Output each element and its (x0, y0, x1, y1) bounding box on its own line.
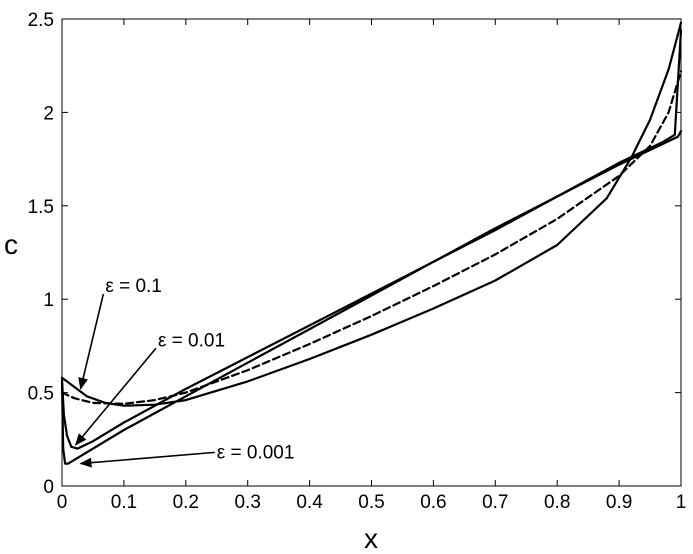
x-tick-label: 0.5 (358, 492, 384, 513)
x-tick-label: 0.4 (296, 492, 323, 513)
x-tick-label: 0 (57, 492, 68, 513)
annotation-label: ε = 0.001 (217, 442, 295, 463)
x-axis-label: x (364, 523, 378, 554)
x-tick-label: 0.6 (420, 492, 446, 513)
annotation-label: ε = 0.01 (158, 330, 225, 351)
x-tick-label: 0.7 (482, 492, 508, 513)
x-tick-label: 0.8 (544, 492, 570, 513)
series-line-3 (60, 29, 683, 450)
x-tick-label: 1 (676, 492, 687, 513)
plot-frame (61, 18, 682, 487)
axis-ticks: 0 0.1 0.2 0.3 0.4 0.5 0.6 0.7 0.8 0.9 1 0 0.5 1 1.5 2 2.… (28, 10, 687, 513)
series-line-4 (60, 130, 683, 465)
y-axis-label: c (4, 229, 18, 260)
series-line-2 (60, 21, 683, 407)
annotation-label: ε = 0.1 (105, 276, 162, 297)
annotation-arrow (74, 347, 157, 446)
y-tick-label: 0.5 (28, 384, 54, 405)
x-tick-label: 0.9 (606, 492, 632, 513)
x-tick-label: 0.1 (111, 492, 137, 513)
x-tick-label: 0.3 (234, 492, 260, 513)
series-line-1 (60, 70, 683, 405)
y-tick-label: 2 (43, 103, 54, 124)
y-tick-label: 1 (43, 290, 54, 311)
x-tick-label: 0.2 (173, 492, 199, 513)
annotation-arrow (78, 293, 105, 390)
series-lines (60, 21, 683, 465)
annotations: ε = 0.1 ε = 0.01 ε = 0.001 (74, 276, 295, 468)
y-tick-label: 0 (43, 477, 54, 498)
y-tick-label: 1.5 (28, 197, 54, 218)
y-tick-label: 2.5 (28, 10, 54, 31)
annotation-arrow (79, 451, 215, 468)
